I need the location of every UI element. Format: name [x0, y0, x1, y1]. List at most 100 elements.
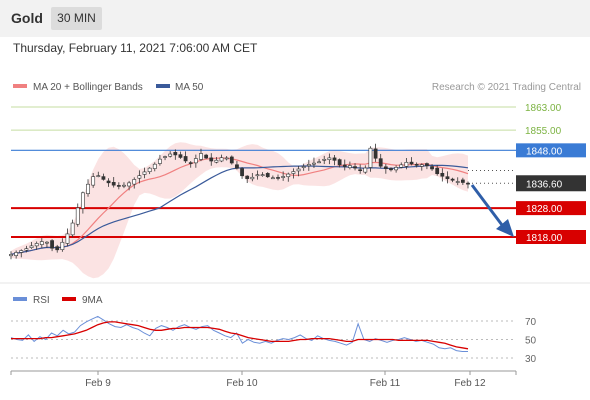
candle-body [389, 168, 393, 171]
candle-body [91, 176, 96, 186]
candle-body [445, 176, 450, 180]
timeframe-badge[interactable]: 30 MIN [51, 7, 102, 30]
candles [9, 143, 470, 260]
candle-body [460, 179, 465, 183]
legend-label-rsi-ma: 9MA [82, 295, 103, 306]
candle-body [50, 240, 54, 249]
candle-body [399, 164, 404, 168]
timestamp: Thursday, February 11, 2021 7:06:00 AM C… [13, 41, 258, 55]
candle-body [265, 173, 270, 178]
candle-body [9, 254, 13, 257]
candle-body [270, 177, 275, 180]
candle-body [291, 171, 296, 174]
candle-body [199, 153, 203, 160]
candle-body [245, 175, 250, 179]
level-1818-00-tag [516, 230, 586, 244]
candle-body [450, 178, 455, 181]
candle-body [404, 161, 409, 167]
candle-body [306, 164, 311, 167]
candle-body [60, 241, 65, 250]
candle-body [65, 233, 70, 244]
instrument-title: Gold [11, 10, 43, 26]
candle-body [455, 181, 460, 183]
candle-body [86, 183, 90, 194]
level-labels: 1863.00 1855.00 1848.00 1836.60 1828.00 1818.… [516, 103, 586, 244]
header-bar: Gold 30 MIN [0, 0, 590, 37]
candle-body [425, 163, 429, 167]
candle-body [168, 153, 173, 157]
candle-body [122, 184, 126, 187]
candle-body [111, 182, 116, 186]
candle-body [101, 176, 106, 180]
level-1855-00-label: 1855.00 [525, 126, 562, 137]
candle-body [296, 168, 301, 172]
candle-body [132, 179, 137, 185]
candle-body [301, 166, 306, 168]
candle-body [14, 252, 19, 256]
candle-body [394, 167, 399, 171]
candle-body [39, 241, 44, 245]
x-tick-label: Feb 12 [454, 378, 486, 389]
candle-body [286, 173, 291, 178]
candle-body [158, 158, 162, 164]
candle-body [178, 154, 183, 158]
rsi-tick-label: 70 [525, 317, 537, 328]
candle-body [80, 192, 85, 209]
candle-body [142, 171, 147, 175]
legend-swatch-rsi-ma [62, 297, 76, 301]
legend-swatch-ma20 [13, 84, 27, 88]
candle-body [240, 168, 244, 177]
rsi-ma-line [11, 321, 469, 350]
candle-body [29, 245, 34, 248]
candle-body [34, 243, 39, 247]
candle-body [430, 166, 434, 170]
bollinger-band [11, 142, 468, 279]
candle-body [276, 177, 280, 179]
x-tick-label: Feb 11 [370, 378, 401, 389]
legend-swatch-rsi [13, 297, 27, 301]
candle-body [24, 248, 29, 251]
legend-label-ma20: MA 20 + Bollinger Bands [33, 82, 143, 93]
legend-label-rsi: RSI [33, 295, 50, 306]
level-1836-60-tag [516, 175, 586, 192]
candle-body [353, 166, 357, 169]
rsi-tick-label: 50 [525, 336, 537, 347]
attribution: Research © 2021 Trading Central [432, 82, 581, 93]
level-1828-00-tag [516, 201, 586, 216]
candle-body [312, 162, 316, 165]
candle-body [204, 154, 209, 159]
candle-body [342, 164, 347, 167]
bollinger-band-area [11, 142, 468, 279]
candle-body [368, 147, 373, 168]
candle-body [137, 175, 142, 179]
candle-body [358, 169, 363, 172]
candle-body [440, 172, 445, 177]
candle-body [147, 167, 152, 173]
level-1848-00-tag [516, 143, 586, 158]
candle-body [229, 156, 234, 164]
candle-body [96, 175, 101, 177]
candle-body [260, 174, 265, 176]
ma20-line [10, 157, 469, 255]
candle-body [214, 159, 219, 163]
candle-body [332, 157, 337, 161]
candle-body [188, 162, 193, 164]
x-tick-label: Feb 10 [226, 378, 258, 389]
candle-body [70, 222, 75, 236]
candle-body [173, 152, 178, 156]
rsi-tick-label: 30 [525, 354, 537, 365]
level-1818-00-label: 1818.00 [526, 233, 563, 244]
candle-body [45, 241, 49, 244]
candle-body [317, 161, 321, 164]
candle-body [163, 156, 167, 158]
candle-body [414, 164, 419, 166]
candle-body [193, 158, 198, 164]
candle-body [466, 182, 470, 185]
candle-body [127, 182, 132, 187]
level-1848-00-label: 1848.00 [526, 146, 563, 157]
candle-body [152, 163, 157, 169]
legend-swatch-ma50 [156, 84, 170, 88]
candle-body [337, 159, 342, 166]
level-1828-00-label: 1828.00 [526, 204, 563, 215]
